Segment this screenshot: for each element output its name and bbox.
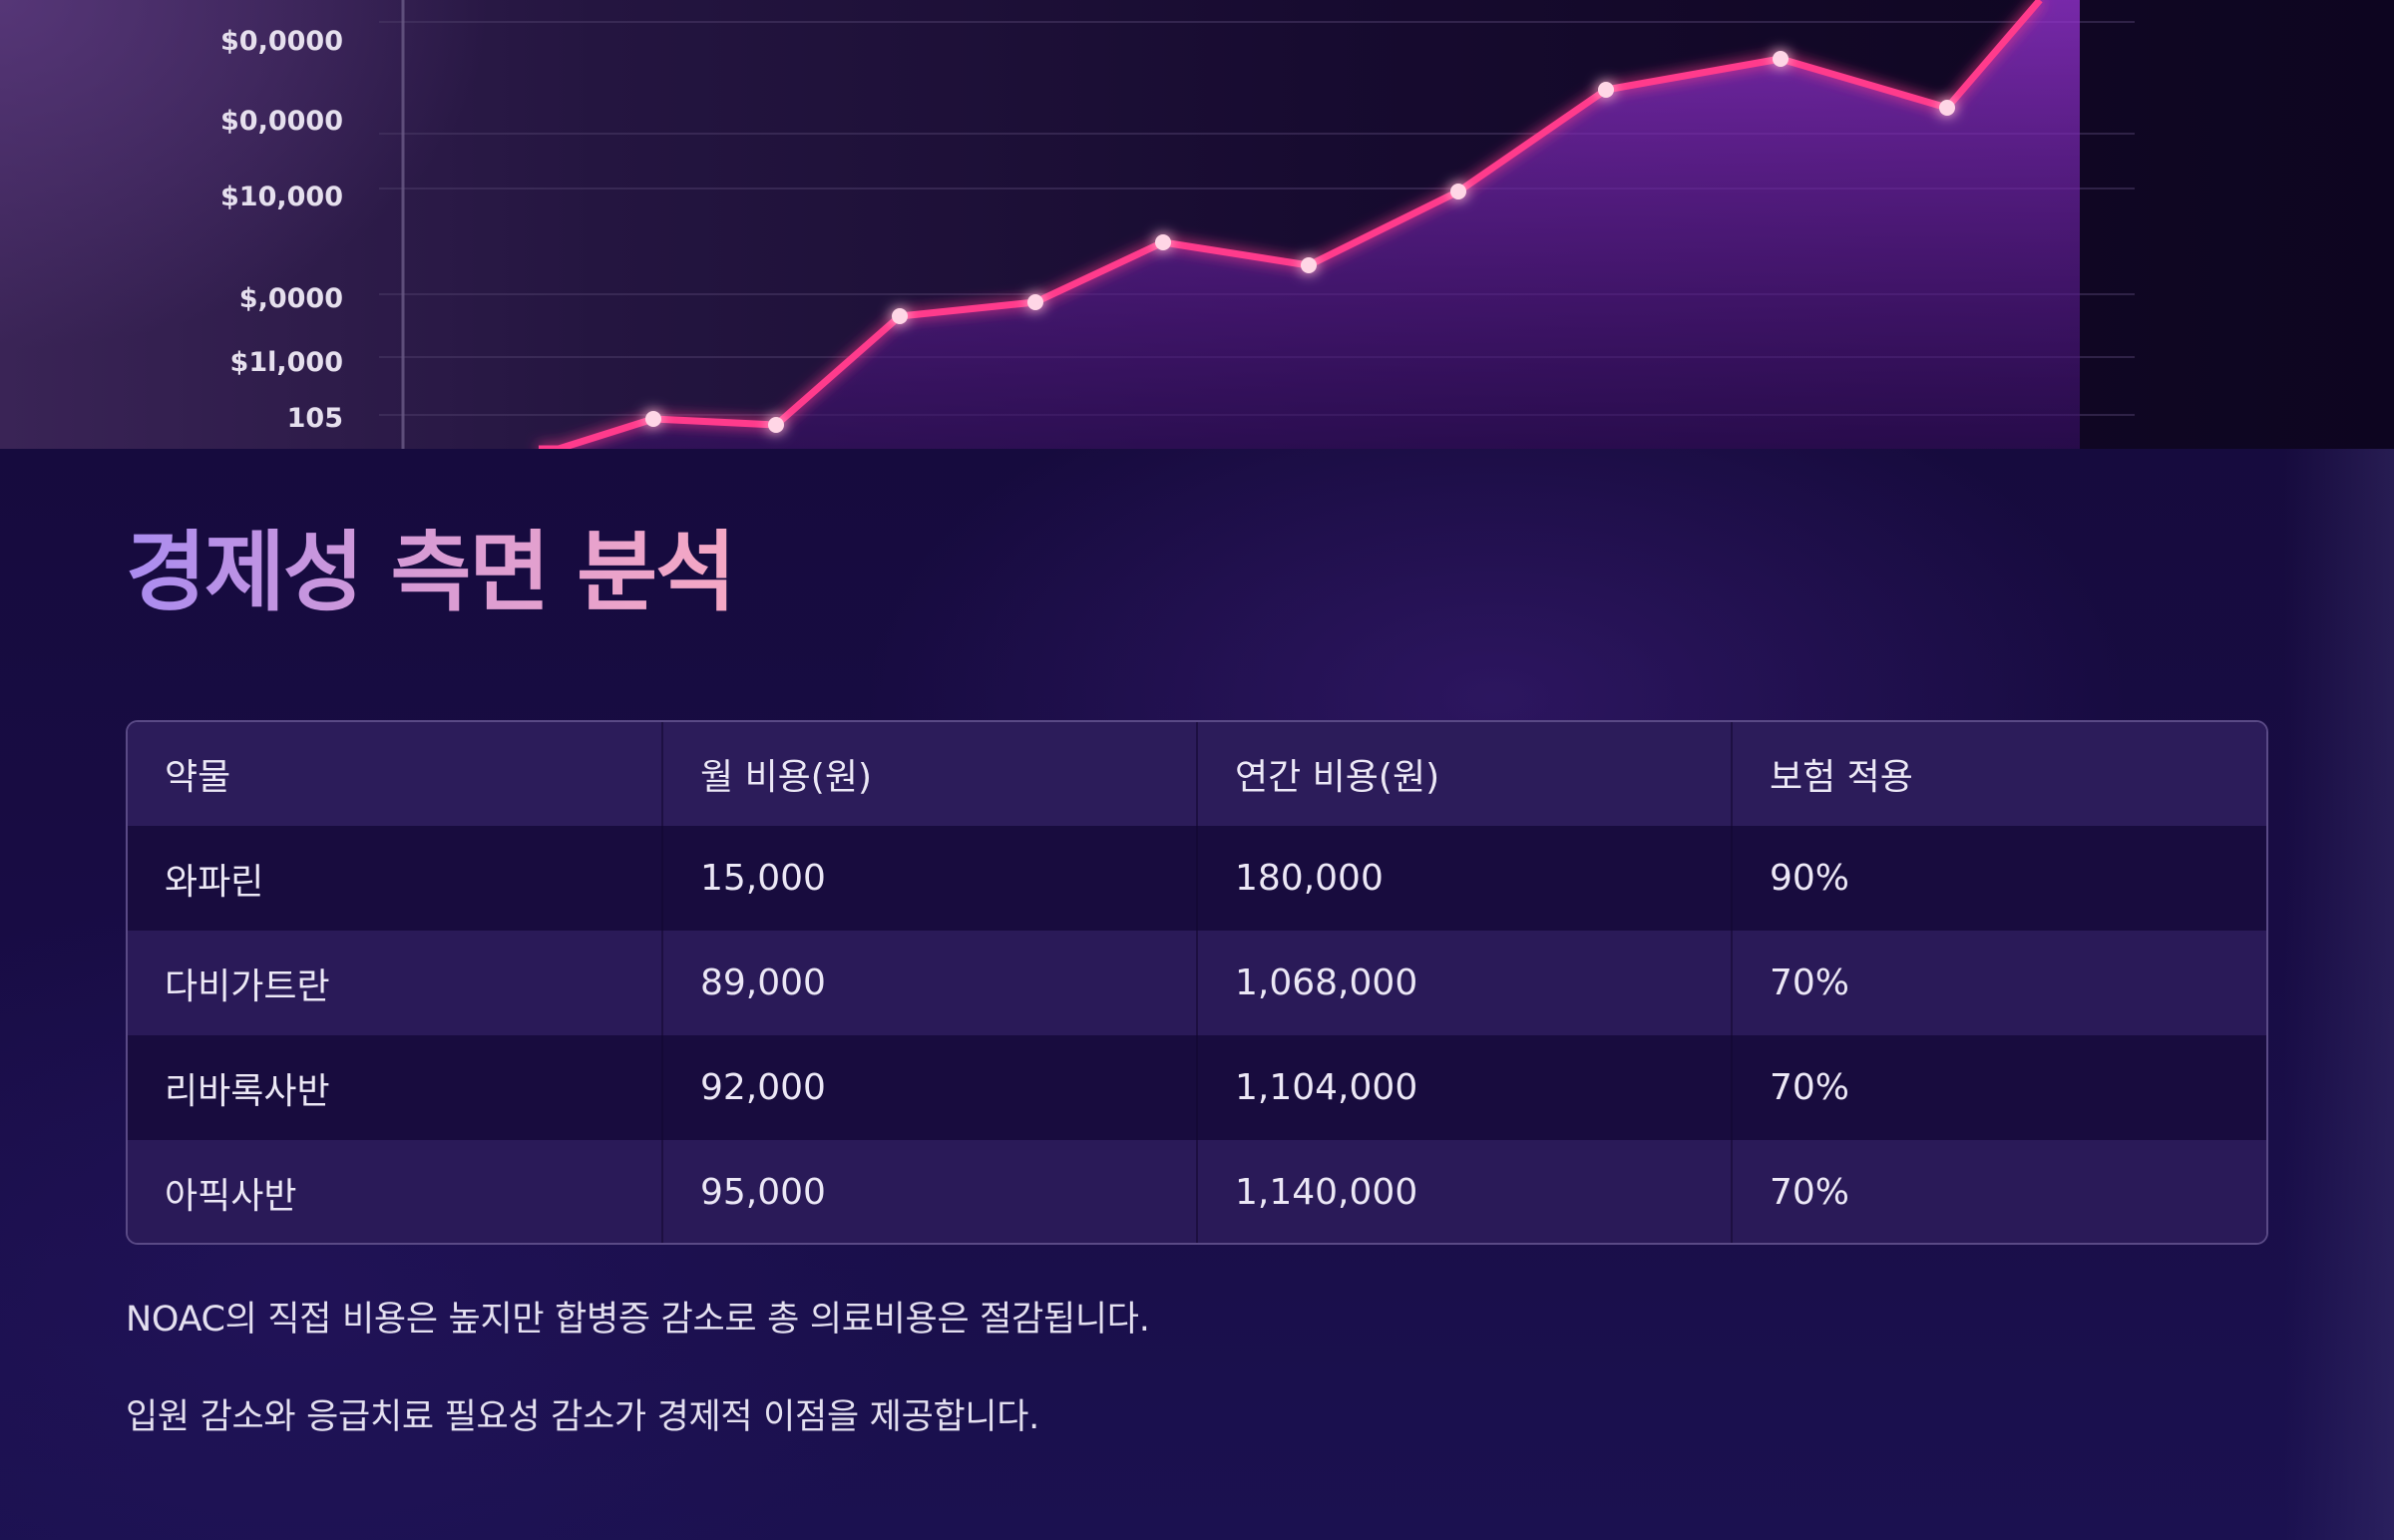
monthly-cost-cell: 92,000 xyxy=(662,1035,1198,1140)
chart-point xyxy=(1155,234,1171,250)
insurance-cell: 90% xyxy=(1770,858,1850,899)
column-header-insurance: 보험 적용 xyxy=(1770,757,1913,798)
chart-point xyxy=(1773,51,1789,67)
chart-point xyxy=(1301,257,1317,273)
y-tick-label: $1l,000 xyxy=(230,347,343,378)
chart-point xyxy=(1027,294,1043,310)
insurance-cell: 70% xyxy=(1770,1067,1850,1108)
edge-fade xyxy=(2284,449,2394,1540)
y-tick-label: 105 xyxy=(287,403,343,434)
drug-cell: 아픽사반 xyxy=(128,1140,663,1243)
table-row: 다비가트란 89,000 1,068,000 70% xyxy=(128,931,2266,1035)
y-tick-label: $,0000 xyxy=(239,283,343,314)
monthly-cost-cell: 15,000 xyxy=(662,826,1198,931)
y-tick-label: $10,000 xyxy=(220,182,343,212)
chart-area xyxy=(539,0,2080,449)
note-economic-benefit: 입원 감소와 응급치료 필요성 감소가 경제적 이점을 제공합니다. xyxy=(126,1397,1040,1437)
chart-point xyxy=(768,417,784,433)
table-row: 와파린 15,000 180,000 90% xyxy=(128,826,2266,931)
cost-table: 약물 월 비용(원) 연간 비용(원) 보험 적용 와파린 15,000 180… xyxy=(126,720,2268,1245)
note-cost-savings: NOAC의 직접 비용은 높지만 합병증 감소로 총 의료비용은 절감됩니다. xyxy=(126,1300,1150,1340)
y-tick-label: $0,0000 xyxy=(220,26,343,57)
monthly-cost-cell: 95,000 xyxy=(662,1140,1198,1243)
y-tick-label: $0,0000 xyxy=(220,106,343,137)
cost-trend-chart-image: $0,0000 $0,0000 $10,000 $,0000 $1l,000 1… xyxy=(0,0,2394,449)
chart-svg: $0,0000 $0,0000 $10,000 $,0000 $1l,000 1… xyxy=(220,0,2135,449)
annual-cost-cell: 1,140,000 xyxy=(1197,1140,1733,1243)
table-row: 리바록사반 92,000 1,104,000 70% xyxy=(128,1035,2266,1140)
insurance-cell: 70% xyxy=(1770,962,1850,1003)
section-title: 경제성 측면 분석 xyxy=(126,521,736,623)
column-header-monthly-cost: 월 비용(원) xyxy=(662,722,1198,826)
chart-point xyxy=(645,411,661,427)
column-header-annual-cost: 연간 비용(원) xyxy=(1197,722,1733,826)
annual-cost-cell: 1,068,000 xyxy=(1197,931,1733,1035)
insurance-cell: 70% xyxy=(1770,1172,1850,1213)
chart-point xyxy=(1939,100,1955,116)
annual-cost-cell: 180,000 xyxy=(1197,826,1733,931)
chart-point xyxy=(1450,184,1466,199)
drug-cell: 다비가트란 xyxy=(128,931,663,1035)
column-header-drug: 약물 xyxy=(128,722,663,826)
drug-cell: 와파린 xyxy=(128,826,663,931)
monthly-cost-cell: 89,000 xyxy=(662,931,1198,1035)
chart-point xyxy=(1598,82,1614,98)
annual-cost-cell: 1,104,000 xyxy=(1197,1035,1733,1140)
chart-point xyxy=(892,308,908,324)
drug-cell: 리바록사반 xyxy=(128,1035,663,1140)
table-header-row: 약물 월 비용(원) 연간 비용(원) 보험 적용 xyxy=(128,722,2266,826)
table-row: 아픽사반 95,000 1,140,000 70% xyxy=(128,1140,2266,1243)
